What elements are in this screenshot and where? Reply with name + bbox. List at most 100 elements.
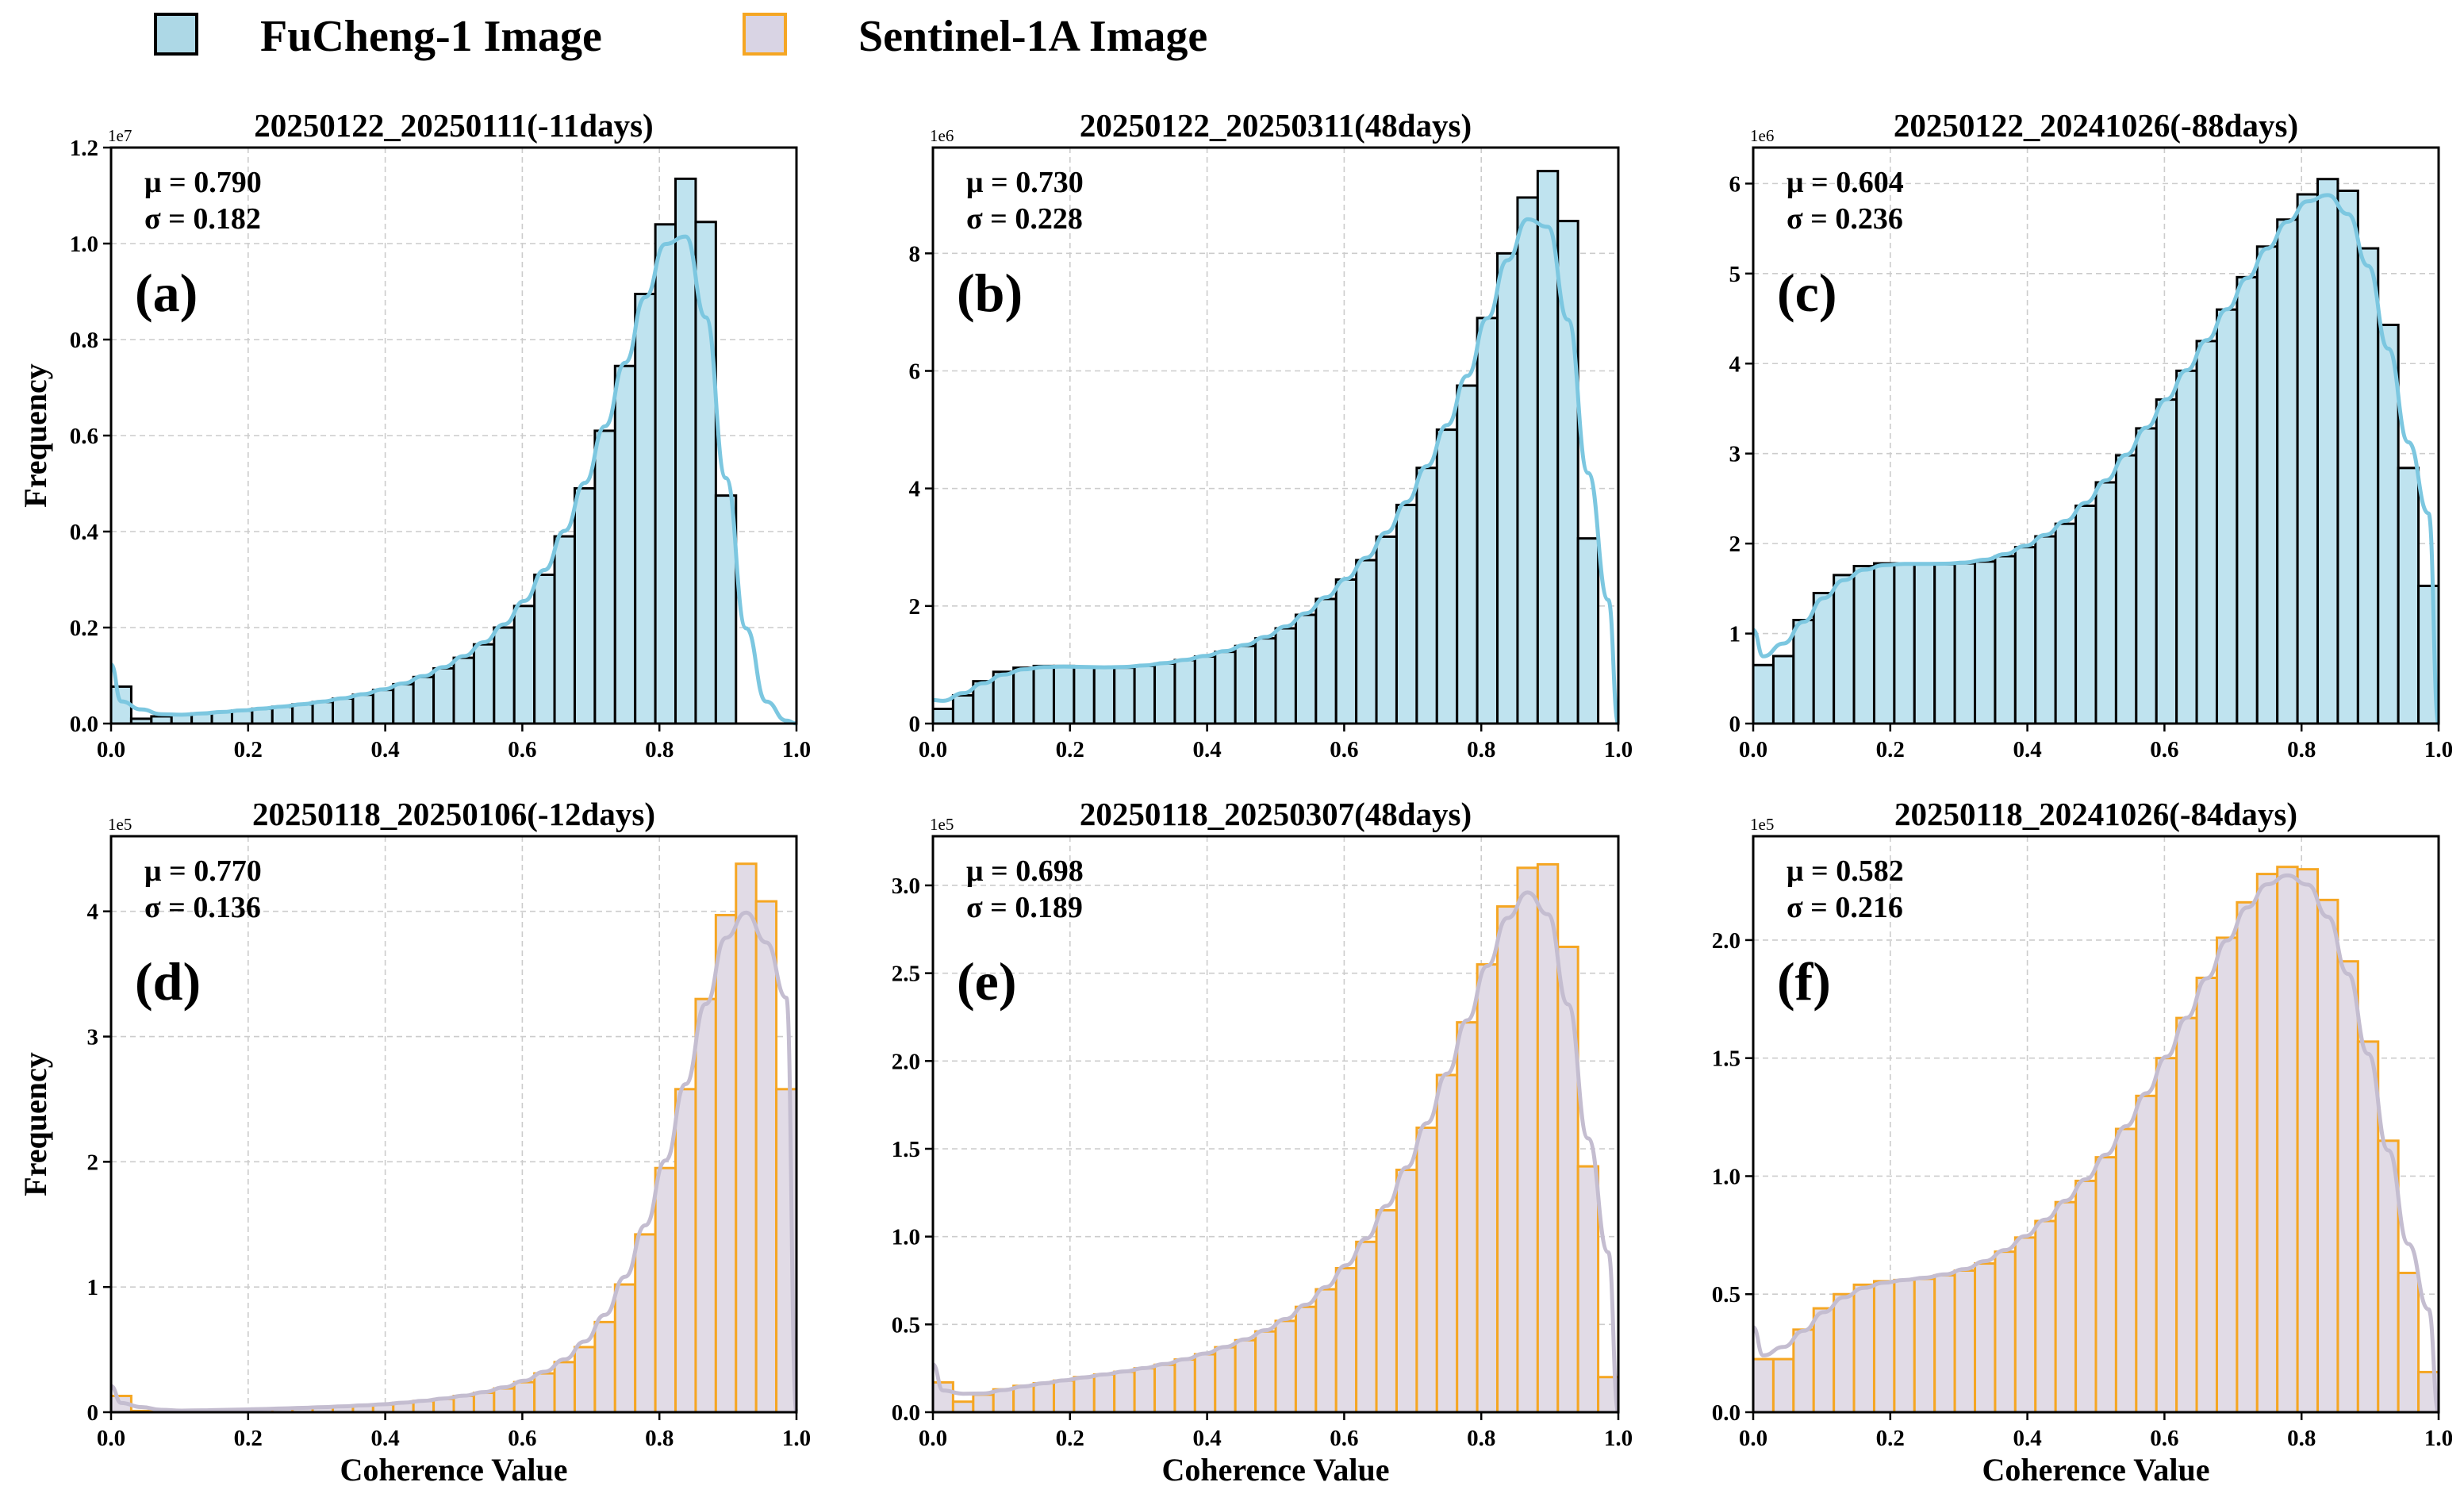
panel-letter: (f) (1777, 951, 1831, 1012)
x-axis-label: Coherence Value (1982, 1452, 2209, 1488)
density-curve (932, 217, 1621, 726)
bar (1375, 1208, 1398, 1414)
bar (2094, 1156, 2117, 1414)
y-tick-label: 3.0 (892, 874, 920, 899)
x-tick-label: 0.0 (1739, 737, 1767, 762)
panel-letter: (b) (957, 263, 1023, 323)
x-tick-label: 0.2 (234, 1426, 263, 1451)
bar (1752, 663, 1775, 725)
y-tick-label: 0.5 (892, 1312, 920, 1338)
y-tick-label: 2 (87, 1150, 99, 1175)
x-tick-label: 0.4 (1192, 737, 1221, 762)
bar (1334, 1267, 1358, 1414)
bar (613, 364, 637, 725)
bar (2236, 900, 2259, 1414)
mean-label: μ = 0.604 (1787, 166, 1904, 199)
bar (1496, 905, 1519, 1414)
panel-b: 0.0 0.2 0.4 0.6 0.8 1.0 0 2 4 6 8 1e6 20250122_20250… (909, 107, 1633, 762)
bar (674, 1088, 697, 1414)
legend-swatch-sentinel (743, 13, 787, 56)
panel-title: 20250122_20241026(-88days) (1894, 107, 2298, 144)
x-tick-label: 0.2 (1056, 1426, 1084, 1451)
x-tick-label: 0.4 (2013, 1426, 2041, 1451)
bar (1032, 1381, 1055, 1414)
bar (2155, 1057, 2178, 1414)
y-tick-label: 8 (909, 241, 921, 267)
density-curve (931, 890, 1621, 1415)
bar (1933, 1273, 1956, 1414)
bar (1812, 592, 1836, 725)
x-tick-label: 0.6 (2150, 1426, 2178, 1451)
bar (634, 1233, 657, 1414)
y-tick-label: 5 (1729, 262, 1741, 287)
x-tick-label: 0.8 (2287, 1426, 2316, 1451)
bar (1435, 1073, 1459, 1414)
y-tick-label: 0.0 (1712, 1400, 1741, 1426)
bar (1113, 1370, 1136, 1414)
bar (951, 1400, 975, 1414)
x-tick-label: 1.0 (2424, 737, 2453, 762)
x-tick-label: 0.4 (370, 737, 399, 762)
density-curve (109, 234, 797, 726)
bar (2276, 218, 2299, 725)
bar (573, 1346, 597, 1414)
bar (512, 605, 536, 725)
y-tick-label: 0.0 (70, 712, 98, 737)
bar (1933, 563, 1956, 725)
mean-label: μ = 0.770 (144, 854, 262, 888)
bar (1234, 1338, 1257, 1414)
bar (1536, 170, 1560, 725)
x-tick-label: 0.8 (645, 737, 674, 762)
bar (1974, 1262, 1997, 1414)
bar (1193, 1353, 1217, 1414)
bar (1456, 384, 1479, 725)
axis-ticks: 0.0 0.2 0.4 0.6 0.8 1.0 0 1 2 3 4 (87, 900, 812, 1451)
panel-title: 20250118_20250307(48days) (1080, 796, 1472, 832)
y-tick-label: 0.5 (1712, 1282, 1741, 1307)
panel-f: 0.0 0.2 0.4 0.6 0.8 1.0 0.0 0.5 1.0 1.5 2.0 1e5 2025… (1712, 796, 2453, 1488)
bar (2316, 898, 2339, 1414)
x-tick-label: 0.4 (370, 1426, 399, 1451)
bar (1153, 1363, 1176, 1414)
y-tick-label: 2 (1729, 532, 1741, 557)
bar (2356, 247, 2380, 725)
bar (1133, 1367, 1157, 1414)
bar (472, 643, 496, 725)
bar (2114, 454, 2138, 725)
y-tick-label: 0 (1729, 712, 1741, 737)
bar (1052, 1379, 1076, 1414)
histogram-bars (109, 177, 738, 725)
bar (1556, 945, 1579, 1414)
bar (634, 293, 657, 725)
bar (1852, 564, 1875, 725)
bar (694, 997, 717, 1414)
x-tick-label: 0.8 (645, 1426, 674, 1451)
panel-letter: (c) (1777, 263, 1836, 323)
bar (1052, 664, 1076, 725)
plot-frame (1752, 835, 2440, 1414)
bar (1012, 666, 1035, 725)
bar (1771, 1357, 1795, 1414)
bar (1173, 1358, 1196, 1414)
panel-letter: (e) (957, 951, 1016, 1012)
bar (1173, 659, 1196, 725)
bar (1913, 1277, 1936, 1414)
bar (2296, 193, 2320, 725)
y-tick-label: 1.0 (1712, 1164, 1741, 1189)
bar (512, 1380, 536, 1414)
bar (1752, 1357, 1775, 1414)
bar (1395, 503, 1418, 725)
bar (2255, 873, 2279, 1414)
y-scale-label: 1e5 (930, 815, 954, 834)
bar (1872, 562, 1896, 725)
bar (2094, 481, 2117, 725)
y-axis-label: Frequency (17, 1052, 53, 1196)
bar (412, 675, 436, 725)
panel-letter: (a) (135, 263, 198, 323)
x-tick-label: 0.0 (919, 737, 947, 762)
x-tick-label: 0.2 (1876, 1426, 1905, 1451)
bar (1254, 1330, 1277, 1414)
y-tick-label: 2 (909, 594, 921, 620)
x-tick-label: 0.0 (97, 1426, 125, 1451)
panel-d: 0.0 0.2 0.4 0.6 0.8 1.0 0 1 2 3 4 1e5 20250118_20250… (17, 796, 811, 1488)
